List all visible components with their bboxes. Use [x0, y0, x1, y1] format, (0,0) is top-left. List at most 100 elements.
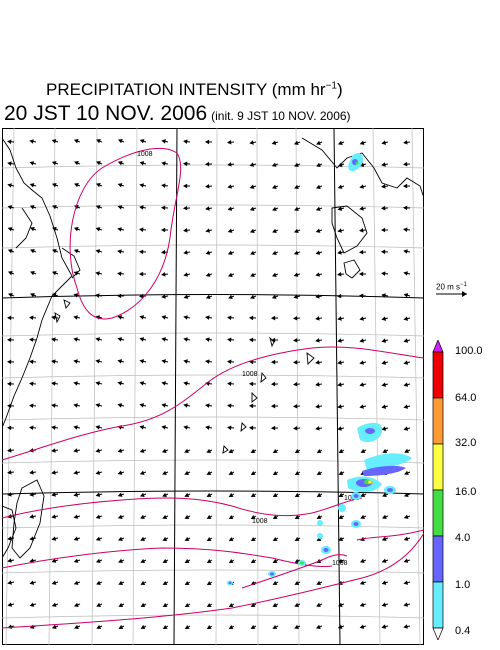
wind-arrow-head: [382, 514, 387, 519]
wind-arrow-head: [161, 337, 166, 342]
wind-arrow-head: [205, 184, 210, 189]
wind-arrow-head: [29, 536, 34, 541]
wind-arrow-head: [29, 514, 34, 519]
wind-arrow-head: [270, 381, 276, 387]
wind-arrow-head: [294, 602, 300, 607]
wind-arrow-head: [403, 316, 409, 321]
wind-arrow-head: [359, 206, 364, 211]
wind-arrow-head: [95, 359, 100, 364]
colorbar-box: [432, 581, 444, 629]
wind-arrow-head: [227, 250, 233, 255]
wind-arrow-head: [403, 271, 408, 276]
wind-arrow-head: [248, 315, 254, 321]
wind-arrow-head: [205, 250, 211, 255]
wind-arrow-head: [139, 161, 145, 166]
wind-arrow-head: [160, 205, 166, 211]
wind-arrow-head: [73, 139, 79, 144]
wind-arrow-head: [6, 359, 12, 365]
wind-arrow-head: [315, 426, 320, 431]
wind-arrow-head: [52, 205, 57, 210]
wind-arrow-head: [206, 514, 212, 519]
wind-arrow-head: [294, 492, 300, 498]
wind-arrow-head: [139, 448, 145, 453]
wind-arrow-head: [162, 558, 168, 563]
wind-arrow-head: [293, 315, 298, 321]
wind-arrow-head: [6, 425, 12, 431]
wind-arrow-head: [6, 381, 12, 387]
wind-arrow-head: [161, 272, 166, 277]
wind-arrow-head: [51, 271, 57, 276]
wind-arrow-head: [294, 184, 299, 189]
wind-arrow-head: [95, 558, 101, 563]
wind-arrow-head: [117, 161, 123, 166]
wind-arrow-head: [338, 514, 344, 519]
colorbar-label: 32.0: [455, 437, 477, 449]
wind-arrow-head: [73, 337, 78, 342]
wind-arrow-head: [205, 403, 210, 408]
wind-arrow-head: [360, 448, 366, 453]
colorbar-box: [432, 489, 444, 537]
wind-arrow-head: [380, 227, 386, 233]
isobar-label: 1008: [332, 560, 348, 567]
major-grid: [2, 128, 424, 645]
wind-arrow-head: [358, 271, 364, 277]
wind-arrow-head: [249, 162, 255, 167]
wind-arrow-head: [51, 139, 57, 144]
wind-arrow-head: [73, 359, 78, 364]
wind-arrow-head: [227, 228, 233, 233]
wind-arrow-head: [359, 338, 364, 343]
wind-arrow-head: [139, 359, 145, 364]
wind-arrow-head: [205, 206, 210, 211]
wind-arrow-head: [294, 558, 300, 563]
wind-arrow-head: [359, 558, 365, 563]
wind-arrow-head: [117, 227, 122, 232]
wind-arrow-head: [184, 492, 190, 497]
reference-vector-arrow: [436, 291, 467, 297]
wind-arrow-head: [183, 337, 188, 342]
wind-arrow-head: [338, 470, 344, 475]
colorbar-overflow-triangle: [432, 340, 444, 353]
wind-arrow-head: [294, 162, 299, 167]
wind-arrow-head: [359, 360, 364, 365]
wind-arrow-head: [117, 337, 123, 342]
wind-arrow-head: [184, 580, 190, 585]
wind-arrow-head: [74, 183, 79, 188]
wind-arrow-head: [250, 602, 256, 607]
wind-arrow-head: [272, 624, 278, 629]
wind-arrow-head: [381, 360, 387, 365]
wind-arrow-head: [272, 228, 277, 233]
wind-arrow-head: [293, 272, 299, 277]
wind-arrow-head: [337, 184, 343, 189]
wind-arrow-head: [118, 580, 124, 585]
colorbar-box: [432, 351, 444, 399]
wind-arrow-head: [29, 470, 34, 475]
wind-arrow-head: [51, 403, 56, 408]
wind-arrow-head: [161, 183, 166, 188]
wind-arrow-head: [227, 359, 232, 365]
wind-arrow-head: [183, 250, 188, 255]
wind-arrow-head: [250, 558, 256, 564]
wind-arrow-head: [117, 183, 123, 188]
wind-arrow-head: [7, 205, 13, 210]
wind-arrow-head: [140, 580, 146, 585]
wind-arrow-head: [117, 249, 122, 254]
wind-arrow-head: [74, 161, 79, 166]
wind-arrow-head: [139, 315, 145, 320]
colorbar-label: 100.0: [455, 345, 483, 357]
wind-arrow-head: [73, 514, 79, 519]
wind-arrow-head: [249, 206, 255, 211]
wind-arrow-head: [315, 404, 320, 409]
wind-arrow-head: [117, 381, 123, 386]
lat-lon-grid: [2, 128, 424, 645]
wind-arrow-head: [73, 293, 79, 298]
wind-arrow-head: [337, 272, 342, 277]
wind-arrow-head: [404, 448, 409, 453]
wind-arrow-head: [51, 337, 56, 342]
wind-arrow-head: [73, 315, 78, 320]
wind-arrow-head: [73, 536, 79, 541]
wind-arrow-head: [205, 359, 210, 364]
wind-arrow-head: [139, 492, 145, 497]
isobar-label: 1008: [344, 495, 360, 502]
wind-arrow-head: [381, 558, 387, 563]
wind-arrow-head: [182, 205, 188, 211]
